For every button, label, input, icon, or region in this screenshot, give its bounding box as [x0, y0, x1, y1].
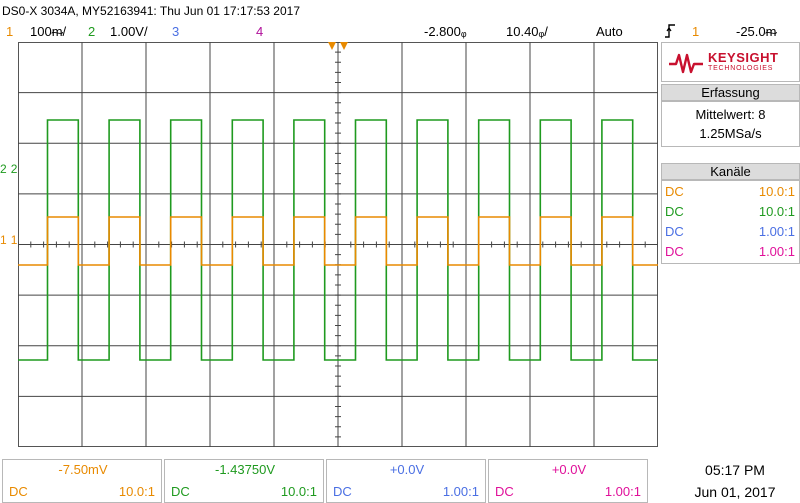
ch2-marker-label: 2 [0, 162, 7, 176]
clock-date: Jun 01, 2017 [694, 484, 776, 500]
ch4-number[interactable]: 4 [256, 24, 264, 39]
ch3-offset: +0.0V [389, 462, 425, 477]
channel-row-2[interactable]: DC 10.0:1 [665, 204, 795, 219]
acquisition-body[interactable]: Mittelwert: 8 1.25MSa/s [661, 101, 800, 147]
ch1-scale[interactable]: 100ᵯ/ [30, 24, 67, 39]
time-scale[interactable]: 10.40ᵩ/ [506, 24, 548, 39]
ch1-marker-label: 1 [0, 233, 7, 247]
keysight-logo: KEYSIGHT TECHNOLOGIES [661, 42, 800, 82]
ch4-offset-box[interactable]: +0.0V DC 1.00:1 [488, 459, 648, 503]
ch1-number[interactable]: 1 [6, 24, 14, 39]
ch1-offset-box[interactable]: -7.50mV DC 10.0:1 [2, 459, 162, 503]
ch2-scale[interactable]: 1.00V/ [110, 24, 148, 39]
time-offset[interactable]: -2.800ᵩ [424, 24, 467, 39]
ch3-number[interactable]: 3 [172, 24, 180, 39]
trigger-source[interactable]: 1 [692, 24, 700, 39]
acquisition-header[interactable]: Erfassung [661, 84, 800, 101]
waveform-display[interactable] [18, 42, 658, 447]
ch4-offset: +0.0V [551, 462, 587, 477]
brand-name: KEYSIGHT [708, 50, 779, 65]
side-panel: KEYSIGHT TECHNOLOGIES Erfassung Mittelwe… [661, 42, 800, 272]
ch1-offset: -7.50mV [58, 462, 108, 477]
ch3-offset-box[interactable]: +0.0V DC 1.00:1 [326, 459, 486, 503]
ch2-offset-box[interactable]: -1.43750V DC 10.0:1 [164, 459, 324, 503]
window-title: DS0-X 3034A, MY52163941: Thu Jun 01 17:1… [2, 4, 301, 18]
channels-header[interactable]: Kanäle [661, 163, 800, 180]
trigger-position-marker [328, 42, 336, 50]
keysight-wave-icon [669, 53, 703, 74]
rising-edge-trigger-icon [664, 22, 676, 46]
channel-row-4[interactable]: DC 1.00:1 [665, 244, 795, 259]
brand-sub: TECHNOLOGIES [708, 65, 774, 72]
sample-rate: 1.25MSa/s [699, 126, 762, 141]
channel-row-1[interactable]: DC 10.0:1 [665, 184, 795, 199]
ch2-trace [18, 119, 658, 361]
channel-row-3[interactable]: DC 1.00:1 [665, 224, 795, 239]
ch1-trace [18, 216, 658, 266]
ch2-number[interactable]: 2 [88, 24, 96, 39]
graticule [18, 42, 658, 447]
channels-body[interactable]: DC 10.0:1 DC 10.0:1 DC 1.00:1 DC 1.00:1 [661, 180, 800, 264]
clock-time: 05:17 PM [705, 462, 765, 478]
time-reference-marker [340, 42, 348, 50]
ch2-offset: -1.43750V [215, 462, 275, 477]
trigger-mode[interactable]: Auto [596, 24, 623, 39]
clock: 05:17 PM Jun 01, 2017 [670, 459, 800, 503]
trigger-level[interactable]: -25.0ᵯ [736, 24, 777, 39]
acquisition-mode: Mittelwert: 8 [695, 107, 766, 122]
channel-offset-bar: -7.50mV DC 10.0:1 -1.43750V DC 10.0:1 +0… [0, 459, 660, 503]
status-bar: 1 100ᵯ/ 2 1.00V/ 3 4 -2.800ᵩ 10.40ᵩ/ Aut… [0, 22, 800, 42]
